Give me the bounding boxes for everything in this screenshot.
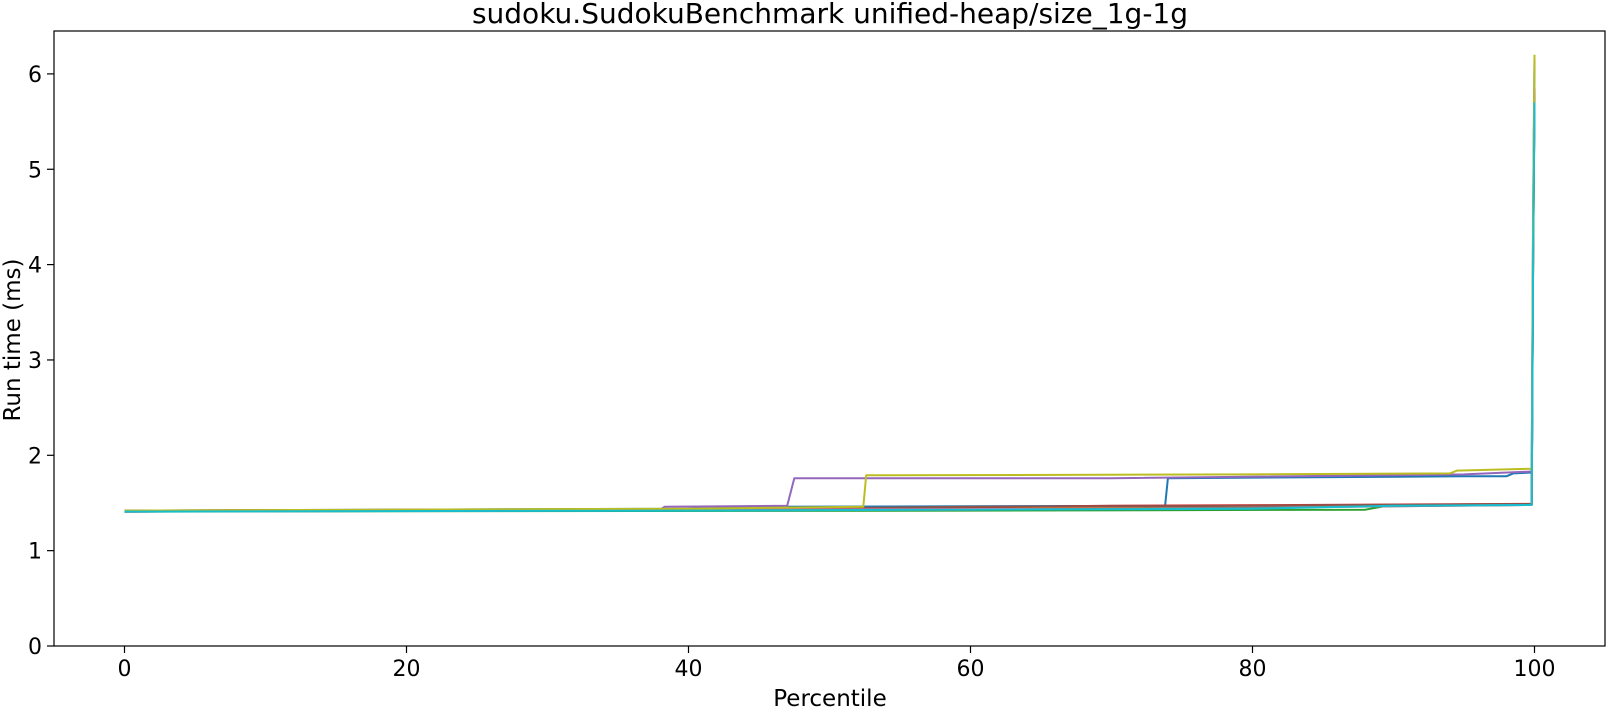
y-tick-label: 0 [28, 635, 42, 660]
y-tick-label: 3 [28, 349, 42, 374]
y-tick-label: 4 [28, 254, 42, 279]
x-tick-label: 80 [1239, 657, 1267, 682]
x-tick-label: 0 [118, 657, 132, 682]
y-tick-label: 5 [28, 158, 42, 183]
chart-title: sudoku.SudokuBenchmark unified-heap/size… [472, 0, 1188, 30]
series-line-5 [124, 88, 1536, 513]
x-tick-label: 60 [957, 657, 985, 682]
x-axis-label: Percentile [773, 686, 886, 710]
y-tick-label: 2 [28, 444, 42, 469]
series-layer [124, 54, 1536, 513]
x-tick-label: 100 [1514, 657, 1556, 682]
x-tick-label: 40 [675, 657, 703, 682]
series-line-9 [124, 54, 1536, 512]
series-line-3 [124, 92, 1536, 513]
series-line-7 [124, 100, 1536, 513]
series-line-1 [124, 59, 1536, 512]
series-line-6 [124, 102, 1536, 513]
series-line-8 [124, 97, 1536, 513]
series-line-10 [124, 102, 1536, 513]
y-axis-label: Run time (ms) [0, 258, 26, 421]
x-tick-label: 20 [393, 657, 421, 682]
y-tick-label: 1 [28, 540, 42, 565]
axes-layer: 0 20 40 60 80 100 0 1 2 3 4 5 6 [28, 30, 1606, 682]
series-line-2 [124, 97, 1536, 513]
plot-frame [53, 30, 1606, 647]
y-tick-label: 6 [28, 63, 42, 88]
series-line-4 [124, 92, 1536, 512]
